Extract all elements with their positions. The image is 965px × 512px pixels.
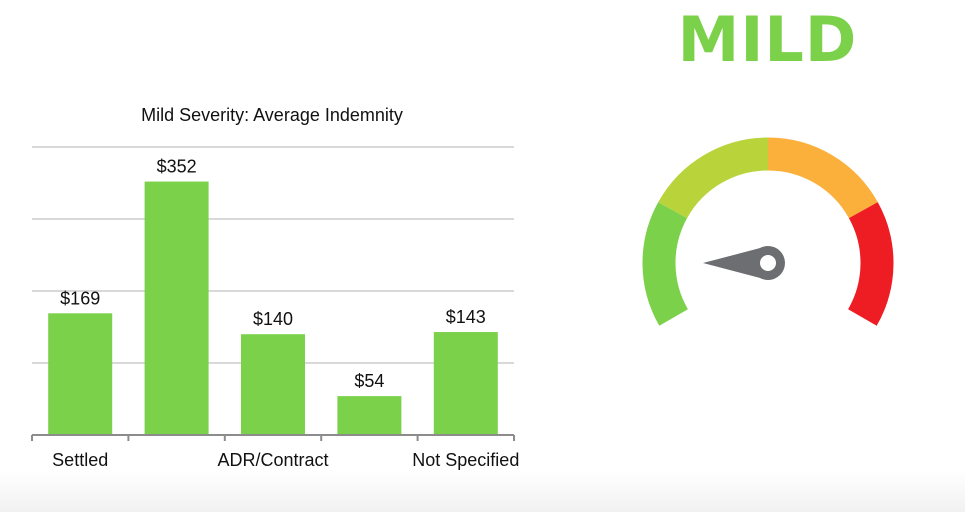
bar-value-label: $352: [157, 157, 197, 177]
chart-value-labels: $169 $352 $140 $54 $143: [60, 157, 486, 392]
chart-bars: [48, 181, 498, 435]
gauge-band-red: [847, 202, 894, 326]
chart-x-axis: [31, 434, 515, 441]
gauge-band-green: [642, 202, 689, 326]
chart-title: Mild Severity: Average Indemnity: [141, 105, 403, 125]
bar: [433, 332, 498, 435]
bar-value-label: $169: [60, 288, 100, 308]
gauge-needle-pointer: [703, 246, 768, 280]
bar-value-label: $140: [253, 309, 293, 329]
bar: [48, 313, 113, 435]
chart-category-labels: Settled ADR/Contract Not Specified: [52, 450, 519, 470]
x-tick-label: Not Specified: [412, 450, 519, 470]
gauge-band-yellow-green: [658, 137, 769, 219]
severity-gauge: [642, 137, 894, 326]
x-tick-label: Settled: [52, 450, 108, 470]
severity-label: MILD: [677, 3, 858, 76]
bar: [241, 334, 305, 435]
gauge-band-orange: [767, 137, 878, 219]
bar-value-label: $143: [446, 307, 486, 327]
x-tick-label: ADR/Contract: [217, 450, 328, 470]
bar-chart: Mild Severity: Average Indemnity $169 $35…: [31, 105, 519, 470]
gauge-needle: [703, 246, 785, 280]
bar: [144, 181, 209, 435]
bar-value-label: $54: [354, 371, 384, 391]
page-bottom-shading: [0, 470, 965, 512]
bar: [337, 396, 402, 435]
gauge-needle-hub-center: [760, 255, 776, 271]
chart-gridlines: [32, 146, 514, 364]
